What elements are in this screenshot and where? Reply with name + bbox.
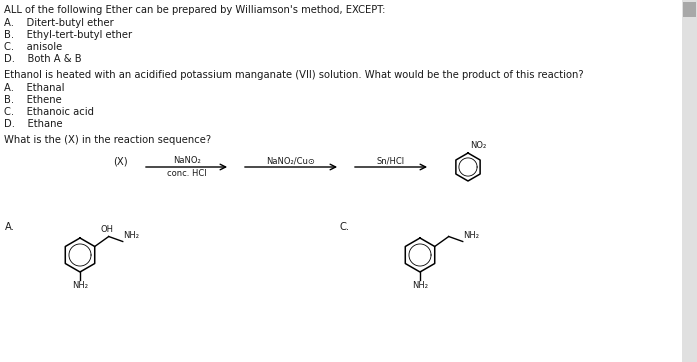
Text: B.    Ethyl-tert-butyl ether: B. Ethyl-tert-butyl ether: [4, 30, 132, 40]
Text: Ethanol is heated with an acidified potassium manganate (VII) solution. What wou: Ethanol is heated with an acidified pota…: [4, 70, 583, 80]
Text: NH₂: NH₂: [123, 231, 139, 240]
Text: D.    Both A & B: D. Both A & B: [4, 54, 82, 64]
Text: conc. HCl: conc. HCl: [167, 169, 206, 178]
Text: A.    Ethanal: A. Ethanal: [4, 83, 65, 93]
Text: NaNO₂: NaNO₂: [173, 156, 200, 165]
Text: NO₂: NO₂: [470, 141, 487, 150]
Text: C.: C.: [340, 222, 350, 232]
Text: C.    Ethanoic acid: C. Ethanoic acid: [4, 107, 94, 117]
Text: B.    Ethene: B. Ethene: [4, 95, 62, 105]
Text: What is the (X) in the reaction sequence?: What is the (X) in the reaction sequence…: [4, 135, 211, 145]
Text: NH₂: NH₂: [463, 231, 479, 240]
Text: OH: OH: [101, 226, 114, 235]
Text: A.    Ditert-butyl ether: A. Ditert-butyl ether: [4, 18, 114, 28]
Text: NH₂: NH₂: [72, 281, 88, 290]
Bar: [683, 2, 696, 17]
Text: NaNO₂/Cu⊙: NaNO₂/Cu⊙: [266, 156, 316, 165]
Text: D.    Ethane: D. Ethane: [4, 119, 63, 129]
Text: A.: A.: [5, 222, 15, 232]
Text: C.    anisole: C. anisole: [4, 42, 62, 52]
Text: Sn/HCl: Sn/HCl: [377, 156, 405, 165]
Text: NH₂: NH₂: [412, 281, 428, 290]
Bar: [682, 0, 697, 362]
Text: ALL of the following Ether can be prepared by Williamson's method, EXCEPT:: ALL of the following Ether can be prepar…: [4, 5, 385, 15]
Text: (X): (X): [113, 157, 128, 167]
